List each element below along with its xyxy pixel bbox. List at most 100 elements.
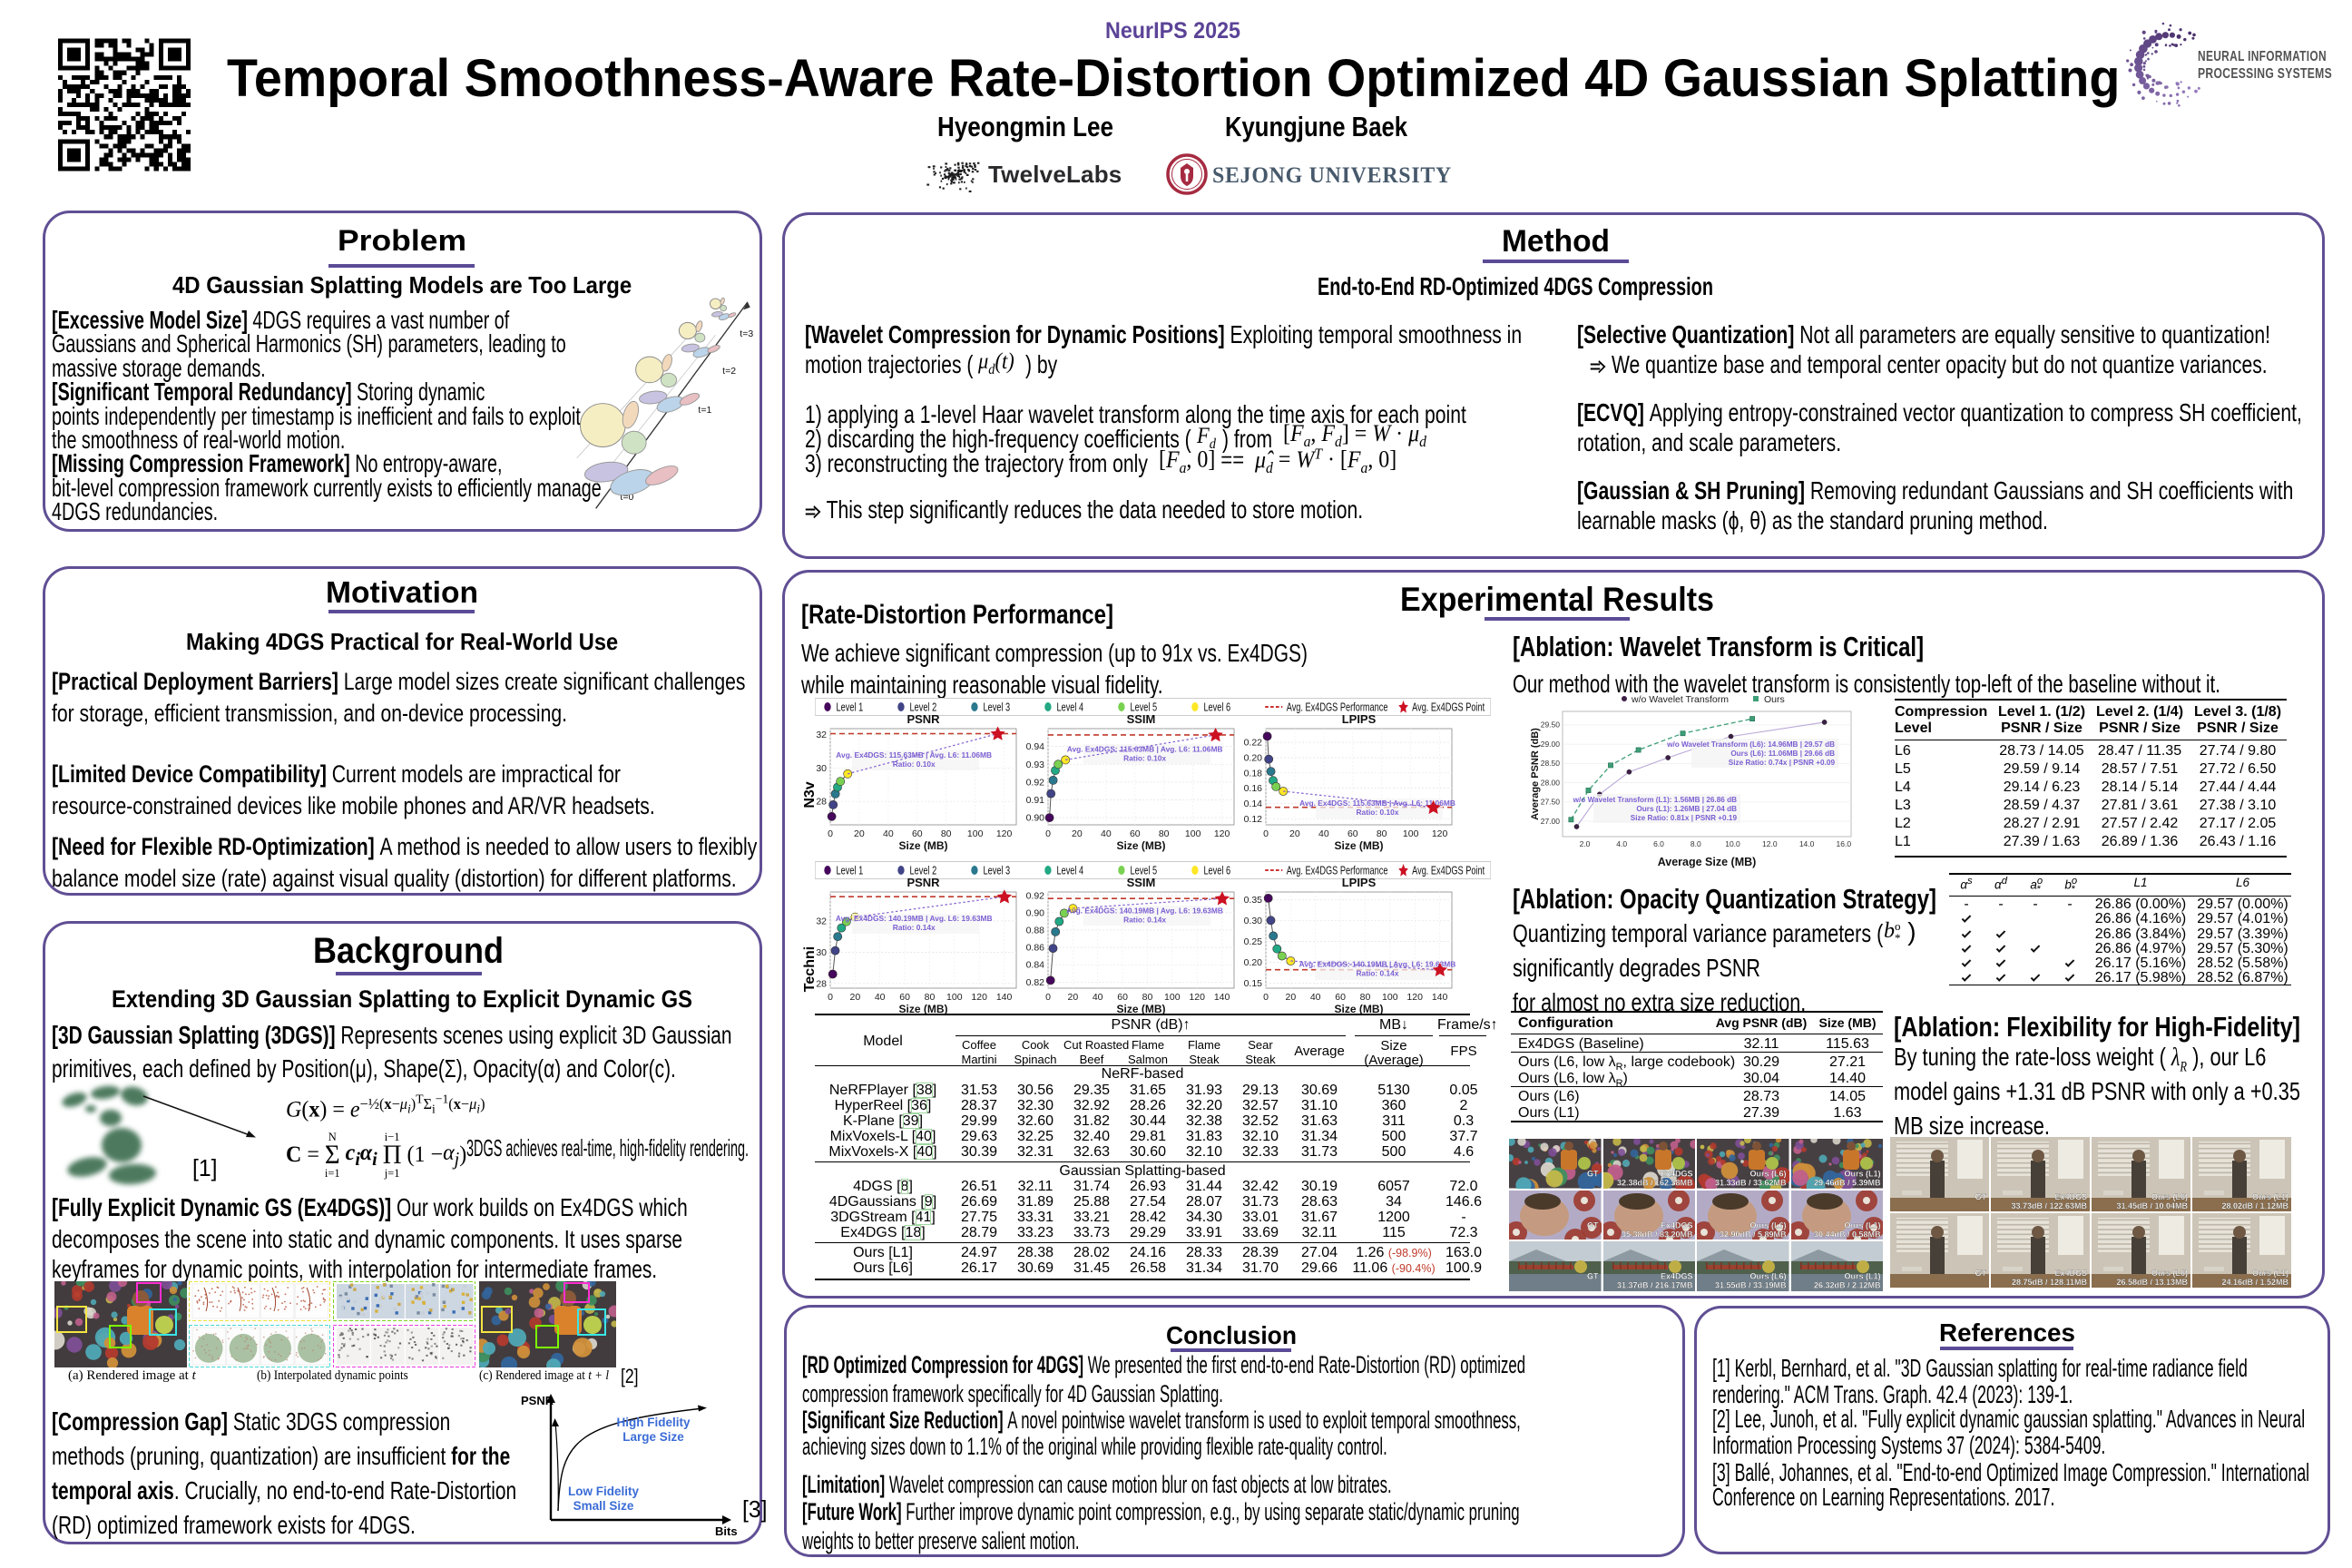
svg-text:Size Ratio: 0.74x | PSNR +0.09: Size Ratio: 0.74x | PSNR +0.09	[1729, 759, 1836, 767]
svg-text:Level 1: Level 1	[837, 865, 864, 877]
svg-text:Ours (L1): Ours (L1)	[1844, 1272, 1880, 1281]
svg-text:Average Size (MB): Average Size (MB)	[1658, 856, 1757, 868]
svg-text:t=3: t=3	[740, 328, 753, 339]
svg-text:0.92: 0.92	[1026, 890, 1045, 901]
svg-text:26.32dB / 2.12MB: 26.32dB / 2.12MB	[1813, 1281, 1880, 1290]
svg-text:Ratio: 0.14x: Ratio: 0.14x	[893, 923, 936, 932]
svg-text:40: 40	[1101, 828, 1112, 839]
svg-text:GT: GT	[1587, 1272, 1599, 1281]
svg-text:0.94: 0.94	[1026, 741, 1045, 752]
svg-text:Large Size: Large Size	[622, 1430, 684, 1444]
svg-text:40: 40	[875, 992, 886, 1003]
svg-text:0.16: 0.16	[1244, 783, 1263, 794]
svg-text:Level 3: Level 3	[984, 865, 1011, 877]
svg-text:28.02dB / 1.12MB: 28.02dB / 1.12MB	[2221, 1201, 2288, 1210]
svg-text:100: 100	[946, 992, 963, 1003]
svg-text:4.0: 4.0	[1616, 839, 1627, 848]
svg-text:0.14: 0.14	[1244, 799, 1263, 809]
svg-text:Ratio: 0.10x: Ratio: 0.10x	[1123, 753, 1166, 762]
svg-text:Level 2: Level 2	[910, 865, 937, 877]
svg-text:LPIPS: LPIPS	[1342, 877, 1377, 889]
svg-text:120: 120	[971, 992, 987, 1003]
svg-text:31.33dB / 33.62MB: 31.33dB / 33.62MB	[1715, 1179, 1787, 1188]
svg-text:140: 140	[996, 992, 1013, 1003]
svg-text:80: 80	[925, 992, 936, 1003]
svg-text:t=1: t=1	[698, 405, 711, 416]
svg-text:SSIM: SSIM	[1127, 714, 1156, 726]
svg-text:Ratio: 0.10x: Ratio: 0.10x	[893, 760, 936, 769]
svg-text:140: 140	[1214, 992, 1230, 1003]
svg-text:Ours (L1): Ours (L1)	[2252, 1269, 2288, 1278]
svg-text:29.46dB / 5.39MB: 29.46dB / 5.39MB	[1813, 1179, 1880, 1188]
svg-text:PROCESSING SYSTEMS: PROCESSING SYSTEMS	[2198, 66, 2332, 82]
svg-text:Ex4DGS: Ex4DGS	[1660, 1272, 1692, 1281]
svg-text:2.0: 2.0	[1580, 839, 1591, 848]
svg-text:100: 100	[1382, 992, 1398, 1003]
svg-text:PSNR: PSNR	[906, 714, 940, 726]
svg-text:30: 30	[816, 947, 827, 958]
svg-text:0.88: 0.88	[1026, 926, 1045, 936]
svg-text:Size (MB): Size (MB)	[899, 839, 948, 852]
svg-text:60: 60	[899, 992, 910, 1003]
svg-text:100: 100	[1403, 828, 1419, 839]
svg-text:0.86: 0.86	[1026, 943, 1045, 954]
svg-text:29.00: 29.00	[1541, 740, 1561, 749]
svg-text:PSNR: PSNR	[521, 1394, 554, 1407]
svg-text:40: 40	[1318, 828, 1329, 839]
svg-text:Ours: Ours	[1764, 694, 1785, 705]
svg-text:20: 20	[1289, 828, 1300, 839]
svg-text:Ours (L6): Ours (L6)	[1749, 1220, 1786, 1230]
svg-text:12.0: 12.0	[1762, 839, 1778, 848]
svg-text:0.25: 0.25	[1244, 936, 1263, 947]
svg-text:60: 60	[1335, 992, 1346, 1003]
svg-text:31.37dB / 216.17MB: 31.37dB / 216.17MB	[1616, 1281, 1692, 1290]
svg-text:t=2: t=2	[722, 366, 736, 377]
svg-text:Ratio: 0.14x: Ratio: 0.14x	[1123, 915, 1166, 924]
svg-text:Ours (L1): Ours (L1)	[1844, 1170, 1880, 1179]
svg-text:10.0: 10.0	[1725, 839, 1740, 848]
svg-text:High Fidelity: High Fidelity	[617, 1416, 691, 1429]
svg-text:0.91: 0.91	[1026, 795, 1045, 806]
svg-text:Ours (L6): 11.06MB | 29.66 dB: Ours (L6): 11.06MB | 29.66 dB	[1730, 750, 1835, 758]
svg-text:Level 2: Level 2	[910, 701, 937, 714]
svg-text:6.0: 6.0	[1653, 839, 1664, 848]
svg-text:120: 120	[996, 828, 1013, 839]
svg-text:Ratio: 0.10x: Ratio: 0.10x	[1356, 808, 1398, 817]
svg-text:60: 60	[1130, 828, 1141, 839]
svg-text:60: 60	[912, 828, 923, 839]
svg-text:Size (MB): Size (MB)	[899, 1003, 948, 1015]
svg-text:Avg. Ex4DGS Point: Avg. Ex4DGS Point	[1412, 701, 1485, 714]
svg-text:35.38dB / 83.20MB: 35.38dB / 83.20MB	[1621, 1230, 1692, 1239]
svg-text:40: 40	[883, 828, 894, 839]
svg-text:Size (MB): Size (MB)	[1335, 1003, 1384, 1015]
svg-text:Avg. Ex4DGS: 115.63MB | Avg. L: Avg. Ex4DGS: 115.63MB | Avg. L6: 11.06MB	[836, 750, 992, 760]
svg-text:120: 120	[1189, 992, 1205, 1003]
svg-text:120: 120	[1214, 828, 1230, 839]
svg-text:Ratio: 0.14x: Ratio: 0.14x	[1356, 969, 1398, 978]
svg-text:Ours (L6): Ours (L6)	[1749, 1272, 1786, 1281]
svg-text:0.18: 0.18	[1244, 768, 1263, 779]
svg-text:16.0: 16.0	[1837, 839, 1852, 848]
svg-text:20: 20	[1072, 828, 1083, 839]
svg-text:26.58dB / 13.13MB: 26.58dB / 13.13MB	[2116, 1278, 2188, 1287]
svg-text:31.45dB / 10.04MB: 31.45dB / 10.04MB	[2116, 1201, 2188, 1210]
svg-text:0: 0	[1045, 828, 1051, 839]
svg-text:Level 1: Level 1	[837, 701, 864, 714]
svg-text:60: 60	[1348, 828, 1358, 839]
svg-text:29.50: 29.50	[1541, 720, 1561, 730]
svg-text:0.30: 0.30	[1244, 916, 1263, 926]
svg-text:100: 100	[967, 828, 984, 839]
svg-text:0.20: 0.20	[1244, 753, 1263, 764]
svg-text:Level 3: Level 3	[984, 701, 1011, 714]
svg-text:Ours (L1): 1.26MB | 27.04 dB: Ours (L1): 1.26MB | 27.04 dB	[1636, 805, 1737, 813]
svg-text:Size (MB): Size (MB)	[1117, 839, 1166, 852]
svg-text:28.75dB / 128.11MB: 28.75dB / 128.11MB	[2012, 1278, 2088, 1287]
svg-text:0.90: 0.90	[1026, 907, 1045, 918]
svg-text:28.50: 28.50	[1541, 759, 1561, 768]
svg-text:80: 80	[1360, 992, 1371, 1003]
svg-text:28: 28	[816, 797, 827, 808]
svg-text:27.50: 27.50	[1541, 798, 1561, 807]
svg-text:w/o Wavelet Transform: w/o Wavelet Transform	[1631, 694, 1729, 705]
svg-text:27.00: 27.00	[1541, 817, 1561, 826]
svg-text:31.55dB / 33.19MB: 31.55dB / 33.19MB	[1715, 1281, 1787, 1290]
